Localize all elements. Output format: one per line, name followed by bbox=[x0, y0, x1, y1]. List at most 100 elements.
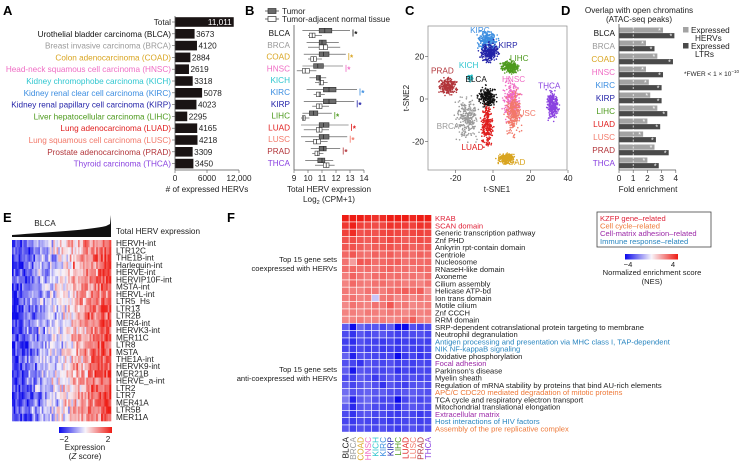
scatter-point bbox=[455, 91, 458, 94]
scatter-point bbox=[490, 104, 493, 106]
value-label: 5078 bbox=[204, 89, 223, 98]
scatter-point bbox=[440, 90, 442, 93]
heatmap-cell bbox=[364, 316, 372, 324]
scatter-point bbox=[551, 90, 553, 93]
scatter-point bbox=[492, 34, 495, 36]
scatter-point bbox=[517, 70, 519, 72]
scatter-point bbox=[464, 114, 467, 117]
scatter-point bbox=[508, 162, 511, 165]
scatter-point bbox=[481, 135, 483, 137]
scatter-point bbox=[496, 34, 499, 36]
scatter-point bbox=[511, 103, 514, 106]
scatter-point bbox=[482, 140, 485, 143]
heatmap-cell bbox=[372, 316, 379, 324]
scatter-point bbox=[443, 82, 446, 84]
scatter-point bbox=[504, 95, 506, 98]
significance-star: * bbox=[336, 113, 340, 122]
value-label: 3450 bbox=[195, 160, 214, 169]
scatter-point bbox=[502, 154, 505, 157]
x-tick-label: 3 bbox=[659, 174, 664, 183]
heatmap-cell bbox=[357, 294, 364, 302]
scatter-point bbox=[508, 110, 511, 113]
scatter-point bbox=[491, 41, 493, 43]
scatter-point bbox=[546, 101, 548, 103]
scatter-point bbox=[489, 102, 492, 104]
scatter-point bbox=[513, 63, 515, 65]
value-label: 4023 bbox=[198, 101, 217, 110]
heatmap-cell bbox=[342, 244, 349, 251]
scatter-point bbox=[512, 85, 515, 88]
legend-ltr-swatch bbox=[683, 43, 689, 49]
scatter-point bbox=[485, 97, 488, 99]
scatter-point bbox=[515, 86, 517, 88]
scatter-point bbox=[509, 128, 512, 131]
heatmap-cell bbox=[109, 261, 112, 270]
scatter-point bbox=[476, 97, 479, 99]
heatmap-cell bbox=[394, 316, 402, 324]
heatmap-cell bbox=[364, 265, 372, 273]
heatmap-cell bbox=[349, 302, 357, 309]
scatter-point bbox=[450, 88, 452, 90]
scatter-point bbox=[481, 93, 484, 96]
scatter-point bbox=[458, 118, 460, 120]
heatmap-cell bbox=[109, 326, 112, 335]
cluster-label: KIRP bbox=[498, 41, 518, 50]
scatter-point bbox=[516, 121, 518, 123]
scatter-point bbox=[482, 30, 485, 33]
scatter-point bbox=[489, 61, 491, 63]
significance-star: * bbox=[655, 125, 658, 132]
scatter-point bbox=[506, 133, 509, 135]
scatter-point bbox=[466, 121, 469, 124]
heatmap-cell bbox=[357, 309, 364, 316]
ltr-bar bbox=[619, 163, 659, 169]
heatmap-cell bbox=[372, 244, 379, 251]
scatter-point bbox=[553, 107, 556, 110]
scatter-point bbox=[463, 116, 465, 118]
scatter-point bbox=[487, 112, 490, 115]
heatmap-cell bbox=[109, 363, 112, 371]
scatter-point bbox=[481, 43, 484, 45]
significance-star: * bbox=[350, 54, 354, 63]
scatter-point bbox=[483, 46, 486, 48]
scatter-point bbox=[477, 95, 479, 97]
scatter-point bbox=[515, 115, 518, 117]
scatter-point bbox=[505, 122, 508, 124]
heatmap-cell bbox=[409, 273, 417, 280]
scatter-point bbox=[450, 91, 452, 93]
scatter-point bbox=[508, 108, 510, 110]
heatmap-cell bbox=[417, 302, 424, 309]
scatter-point bbox=[486, 133, 488, 135]
scatter-point bbox=[460, 116, 462, 119]
scatter-point bbox=[557, 110, 559, 112]
heatmap-cell bbox=[424, 236, 432, 244]
scatter-point bbox=[484, 31, 487, 33]
scatter-point bbox=[509, 63, 512, 65]
total-expression-ramp bbox=[12, 215, 111, 237]
scatter-point bbox=[482, 44, 484, 46]
value-label: 3309 bbox=[194, 148, 213, 157]
heatmap-cell bbox=[424, 215, 432, 222]
scatter-point bbox=[467, 114, 469, 116]
scatter-point bbox=[510, 122, 512, 124]
scatter-point bbox=[491, 126, 494, 129]
scatter-point bbox=[548, 98, 551, 100]
scatter-point bbox=[508, 72, 511, 74]
heatmap-cell bbox=[349, 316, 357, 324]
scatter-point bbox=[482, 46, 485, 49]
colorbar-tick: 2 bbox=[106, 435, 111, 444]
scatter-point bbox=[460, 114, 463, 116]
scatter-point bbox=[491, 98, 494, 100]
scatter-point bbox=[476, 34, 478, 36]
scatter-point bbox=[488, 31, 491, 33]
x-tick-label: 0 bbox=[173, 174, 178, 183]
scatter-point bbox=[508, 65, 511, 67]
scatter-point bbox=[515, 88, 518, 91]
heatmap-cell bbox=[417, 244, 424, 251]
scatter-point bbox=[485, 50, 487, 53]
scatter-point bbox=[478, 45, 480, 48]
scatter-point bbox=[441, 90, 444, 93]
scatter-point bbox=[446, 81, 449, 83]
heatmap-cell bbox=[372, 345, 379, 353]
scatter-point bbox=[498, 39, 500, 42]
heatmap-cell bbox=[109, 341, 112, 349]
